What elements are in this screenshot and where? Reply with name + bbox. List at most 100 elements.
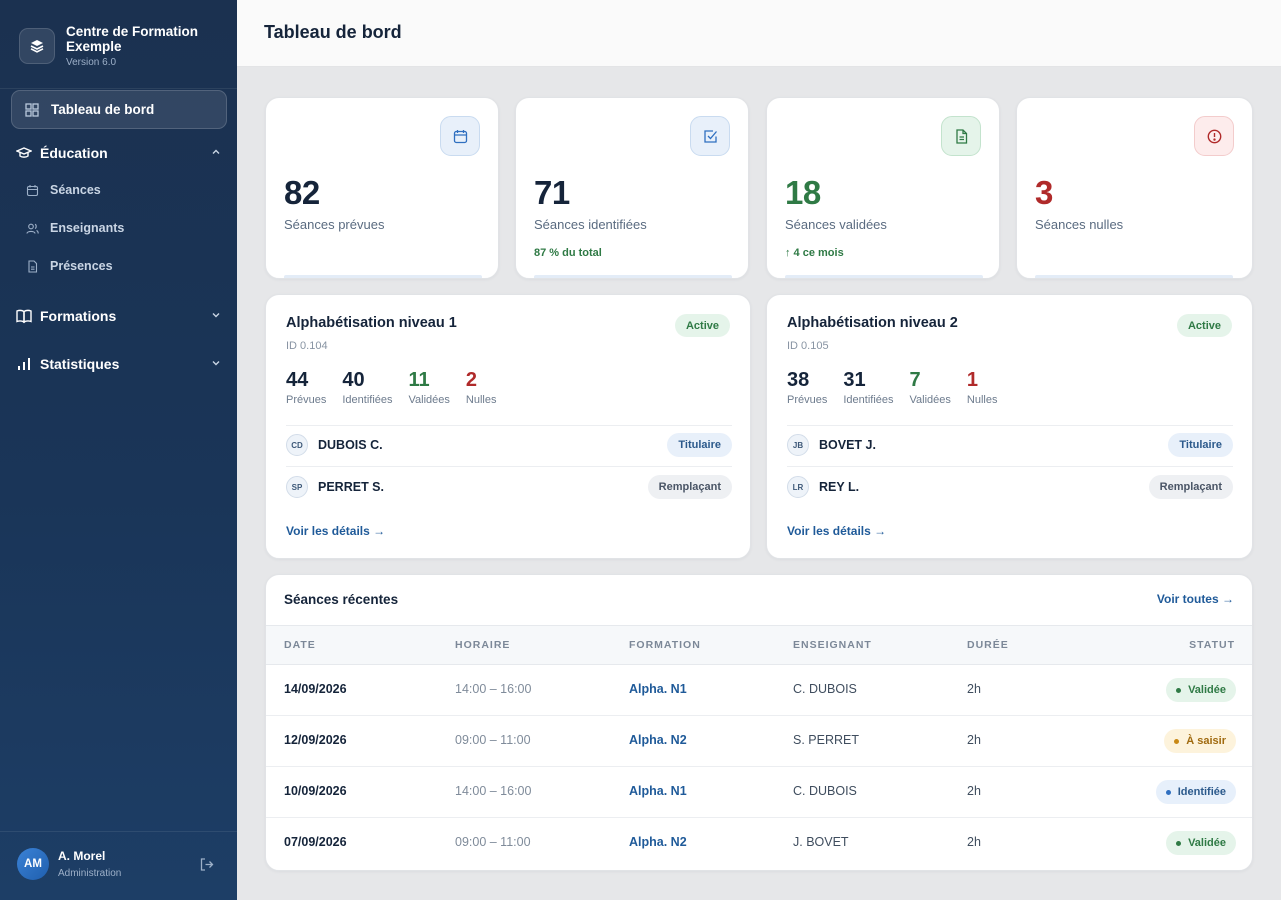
stat-bar (534, 275, 732, 278)
formation-card-n2: Alphabétisation niveau 2 ID 0.105 Active… (766, 294, 1253, 559)
chevron-up-icon (211, 147, 221, 157)
nav-item-presences[interactable]: Présences (0, 253, 237, 279)
stat-label: Validées (909, 394, 951, 406)
status-badge: À saisir (1164, 729, 1236, 753)
cell-formation[interactable]: Alpha. N2 (629, 733, 687, 747)
brand-version: Version 6.0 (66, 57, 117, 68)
stat-label: Séances nulles (1035, 217, 1124, 232)
stat-label: Nulles (465, 394, 497, 406)
nav-item-label: Enseignants (50, 221, 125, 235)
chevron-down-icon (211, 310, 221, 320)
nav-item-seances[interactable]: Séances (0, 177, 237, 203)
column-header-duree[interactable]: DURÉE (967, 639, 1009, 651)
top-bar: Tableau de bord (237, 0, 1281, 67)
status-label: Validée (1188, 837, 1226, 849)
role-badge: Remplaçant (647, 475, 732, 499)
recent-sessions-card: Séances récentes Voir toutes → DATE HORA… (265, 574, 1253, 871)
stat-value: 18 (785, 174, 821, 211)
table-row[interactable]: 14/09/2026 14:00 – 16:00 Alpha. N1 C. DU… (266, 665, 1252, 716)
logout-icon[interactable] (199, 857, 214, 872)
stat-value: 40 (342, 369, 365, 391)
divider (787, 466, 1233, 467)
table-row[interactable]: 07/09/2026 09:00 – 11:00 Alpha. N2 J. BO… (266, 818, 1252, 869)
nav-section-education[interactable]: Éducation (0, 138, 237, 168)
stat-value: 2 (465, 369, 478, 391)
file-icon (26, 259, 39, 273)
column-header-enseignant[interactable]: ENSEIGNANT (793, 639, 872, 651)
column-header-formation[interactable]: FORMATION (629, 639, 701, 651)
cell-formation[interactable]: Alpha. N1 (629, 784, 687, 798)
table-row[interactable]: 10/09/2026 14:00 – 16:00 Alpha. N1 C. DU… (266, 767, 1252, 818)
role-badge: Titulaire (1168, 433, 1233, 457)
nav-item-label: Tableau de bord (51, 102, 155, 117)
stat-label: Nulles (966, 394, 998, 406)
document-icon (941, 116, 981, 156)
teacher-row[interactable]: CD DUBOIS C. Titulaire (286, 433, 732, 457)
cell-teacher: J. BOVET (793, 835, 849, 849)
status-dot (1176, 687, 1182, 693)
status-dot (1165, 789, 1171, 795)
cell-time: 09:00 – 11:00 (455, 835, 531, 849)
cell-duration: 2h (967, 733, 981, 747)
cell-formation[interactable]: Alpha. N2 (629, 835, 687, 849)
brand: Centre de Formation Exemple Version 6.0 (0, 0, 237, 89)
nav-section-label: Éducation (40, 145, 108, 161)
teacher-name: DUBOIS C. (318, 438, 383, 452)
teacher-name: PERRET S. (318, 480, 384, 494)
teacher-initials: JB (787, 434, 809, 456)
teacher-row[interactable]: SP PERRET S. Remplaçant (286, 475, 732, 499)
sidebar: Centre de Formation Exemple Version 6.0 … (0, 0, 237, 900)
column-header-horaire[interactable]: HORAIRE (455, 639, 511, 651)
cell-date: 07/09/2026 (284, 835, 347, 849)
nav-section-formations[interactable]: Formations (0, 301, 237, 331)
nav-item-label: Présences (50, 259, 113, 273)
formation-stats: 38 Prévues 31 Identifiées 7 Validées 1 Nulle… (787, 367, 1013, 406)
stat-card-prevues: 82 Séances prévues (265, 97, 499, 279)
teacher-initials: SP (286, 476, 308, 498)
details-link[interactable]: Voir les détails → (286, 524, 386, 538)
stat-bar (284, 275, 482, 278)
table-header: DATE HORAIRE FORMATION ENSEIGNANT DURÉE … (266, 625, 1252, 665)
nav-section-label: Statistiques (40, 356, 120, 372)
formation-id: ID 0.104 (286, 340, 328, 352)
cell-time: 14:00 – 16:00 (455, 682, 532, 696)
stat-label: Séances validées (785, 217, 887, 232)
cell-teacher: C. DUBOIS (793, 784, 857, 798)
status-badge: Validée (1166, 831, 1236, 855)
cell-duration: 2h (967, 835, 981, 849)
stat-sub: ↑ 4 ce mois (785, 247, 844, 259)
nav-section-statistiques[interactable]: Statistiques (0, 349, 237, 379)
cell-teacher: C. DUBOIS (793, 682, 857, 696)
view-all-link[interactable]: Voir toutes → (1156, 592, 1234, 606)
cell-duration: 2h (967, 682, 981, 696)
stat-label: Séances identifiées (534, 217, 647, 232)
column-header-date[interactable]: DATE (284, 639, 316, 651)
cell-time: 09:00 – 11:00 (455, 733, 531, 747)
nav-item-dashboard[interactable]: Tableau de bord (11, 90, 227, 129)
formation-title: Alphabétisation niveau 2 (787, 315, 958, 331)
teacher-row[interactable]: LR REY L. Remplaçant (787, 475, 1233, 499)
book-icon (16, 308, 32, 324)
status-badge: Active (675, 314, 730, 337)
cell-teacher: S. PERRET (793, 733, 859, 747)
user-role: Administration (58, 868, 122, 879)
stat-label: Prévues (787, 394, 828, 406)
avatar[interactable]: AM (17, 848, 49, 880)
stat-card-identifiees: 71 Séances identifiées 87 % du total (515, 97, 749, 279)
column-header-statut[interactable]: STATUT (1189, 639, 1235, 651)
details-link[interactable]: Voir les détails → (787, 524, 887, 538)
status-label: Identifiée (1177, 786, 1226, 798)
teacher-row[interactable]: JB BOVET J. Titulaire (787, 433, 1233, 457)
status-badge: Validée (1166, 678, 1236, 702)
teacher-name: REY L. (819, 480, 860, 494)
calendar-icon (26, 184, 39, 197)
nav-item-label: Séances (50, 183, 101, 197)
users-icon (26, 222, 39, 235)
nav-item-enseignants[interactable]: Enseignants (0, 215, 237, 241)
teacher-initials: LR (787, 476, 809, 498)
formation-title: Alphabétisation niveau 1 (286, 315, 457, 331)
teacher-name: BOVET J. (819, 438, 876, 452)
table-row[interactable]: 12/09/2026 09:00 – 11:00 Alpha. N2 S. PE… (266, 716, 1252, 767)
cell-formation[interactable]: Alpha. N1 (629, 682, 687, 696)
stat-value: 1 (966, 369, 979, 391)
